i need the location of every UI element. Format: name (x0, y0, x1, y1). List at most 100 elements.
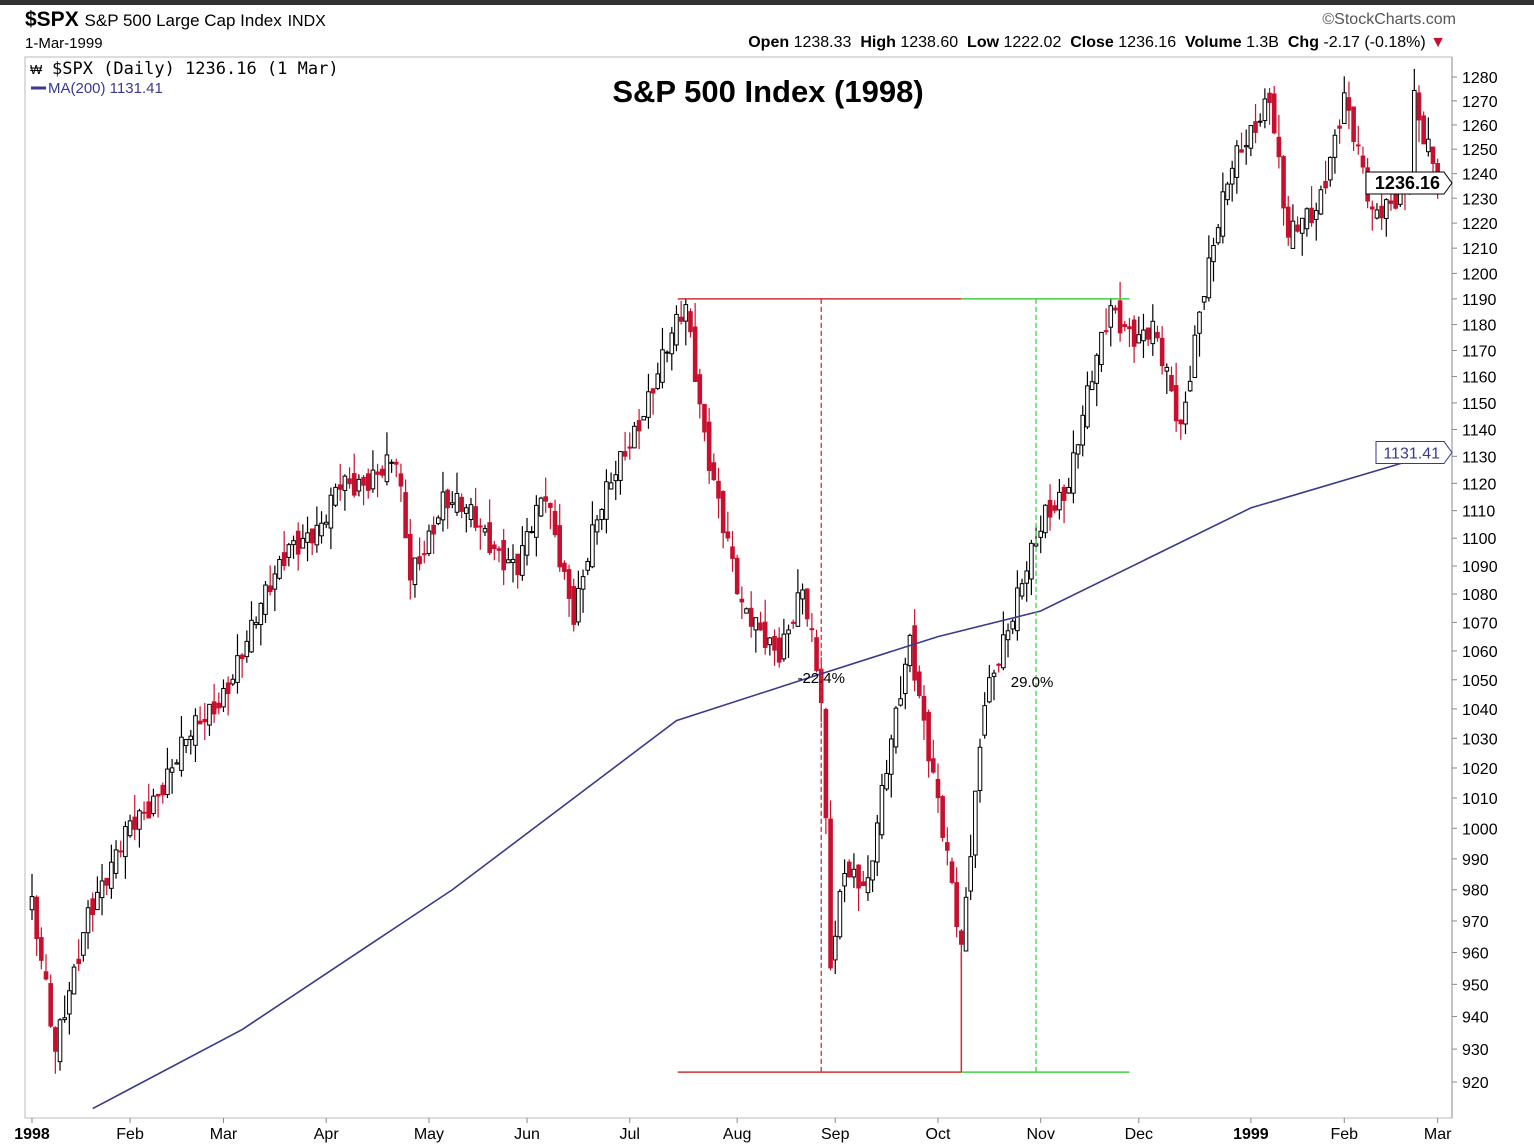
candle-down (931, 758, 936, 773)
symbol-header: $SPX S&P 500 Large Cap Index INDX (25, 8, 326, 32)
candle-down (828, 818, 833, 969)
candle-up (464, 507, 469, 514)
candle-up (291, 540, 296, 546)
chg-value: -2.17 (-0.18%) (1323, 34, 1426, 51)
candle-down (1430, 146, 1436, 164)
x-tick-label: Jun (514, 1126, 540, 1143)
candle-up (412, 557, 418, 586)
down-arrow-icon: ▼ (1430, 34, 1446, 51)
candle-down (496, 548, 502, 551)
candle-down (860, 881, 866, 887)
candle-down (478, 525, 483, 528)
candle-down (1295, 224, 1300, 232)
y-tick-label: 1140 (1462, 423, 1497, 440)
y-tick-label: 1050 (1462, 673, 1498, 690)
ma200-line (92, 451, 1438, 1110)
last-ma-tag-box (1375, 441, 1453, 465)
candle-down (650, 388, 656, 394)
candle-down (141, 811, 147, 814)
candle-up (1075, 444, 1081, 455)
candle-down (734, 557, 740, 595)
candle-down (309, 528, 315, 544)
candle-up (253, 622, 259, 626)
candle-up (207, 703, 212, 726)
candle-up (655, 373, 661, 389)
candle-down (1416, 92, 1422, 121)
candle-up (594, 519, 600, 533)
candle-up (786, 629, 791, 635)
x-tick-label: Aug (723, 1126, 751, 1143)
candle-up (977, 746, 983, 792)
candle-up (1033, 543, 1039, 547)
candle-up (674, 313, 679, 346)
x-tick-label: 1999 (1233, 1126, 1269, 1143)
candle-up (1225, 183, 1230, 201)
candle-up (1211, 245, 1216, 263)
candle-up (193, 715, 198, 746)
candle-down (1113, 307, 1118, 311)
candle-up (1318, 189, 1324, 215)
candle-up (874, 822, 880, 863)
candle-down (1393, 192, 1398, 209)
candle-down (1281, 156, 1286, 209)
candle-up (968, 856, 973, 892)
volume-label: Volume (1185, 34, 1242, 51)
candle-down (823, 709, 829, 819)
candle-up (109, 861, 114, 889)
candle-up (524, 531, 530, 556)
candle-up (520, 545, 525, 576)
candle-down (146, 801, 152, 819)
y-tick-label: 1010 (1462, 791, 1498, 808)
open-value: 1238.33 (793, 34, 852, 51)
candle-up (426, 530, 432, 554)
candle-up (1029, 542, 1034, 580)
candle-down (720, 491, 726, 534)
candle-up (300, 537, 306, 549)
candle-up (1299, 217, 1305, 234)
candle-down (160, 784, 166, 796)
candle-down (758, 622, 763, 631)
candle-up (800, 589, 805, 600)
x-tick-label: 1998 (14, 1126, 50, 1143)
y-tick-label: 1000 (1462, 821, 1498, 838)
candle-down (945, 842, 950, 851)
symbol: $SPX (25, 8, 79, 31)
exchange: INDX (287, 13, 326, 30)
candle-down (688, 311, 693, 333)
candle-down (1369, 206, 1375, 210)
candle-down (809, 628, 815, 631)
candle-down (1351, 106, 1356, 142)
candle-down (118, 850, 124, 853)
candle-up (1066, 486, 1072, 494)
candle-up (753, 617, 759, 631)
candle-down (39, 937, 44, 961)
candle-down (702, 403, 707, 433)
candle-up (165, 768, 170, 796)
candle-down (1061, 486, 1067, 501)
candle-up (1215, 227, 1221, 244)
candle-down (716, 480, 721, 499)
high-label: High (860, 34, 896, 51)
y-tick-label: 930 (1462, 1042, 1489, 1059)
y-tick-label: 1100 (1462, 531, 1497, 548)
candle-up (669, 332, 675, 355)
candle-up (744, 608, 749, 614)
candle-up (1332, 134, 1338, 158)
candle-up (888, 738, 894, 775)
candle-up (244, 640, 250, 658)
candle-down (281, 552, 287, 567)
candle-down (337, 484, 343, 490)
y-tick-label: 1250 (1462, 142, 1498, 159)
candle-up (660, 349, 665, 383)
candle-up (767, 637, 773, 646)
candle-down (959, 930, 964, 945)
candle-up (1038, 530, 1044, 538)
candle-up (604, 481, 609, 520)
candle-up (683, 304, 689, 322)
candle-up (1080, 414, 1086, 446)
candle-up (314, 524, 320, 546)
candle-down (1309, 207, 1314, 224)
candle-down (1285, 206, 1291, 238)
candle-up (1071, 452, 1076, 494)
candle-up (576, 587, 581, 623)
